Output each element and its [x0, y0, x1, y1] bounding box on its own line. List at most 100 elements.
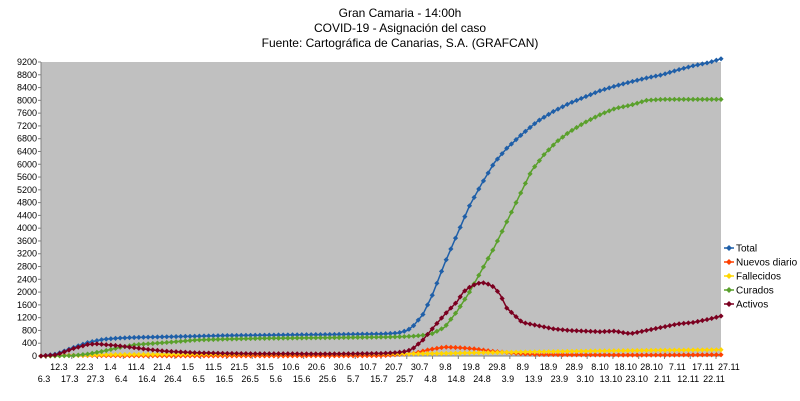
- legend: Total Nuevos diario Fallecidos Curados Activ…: [724, 244, 798, 311]
- x-tick-label-lower: 24.8: [473, 374, 491, 384]
- series-point: [131, 351, 137, 358]
- series-point: [569, 327, 575, 334]
- y-tick-label: 8400: [17, 83, 37, 93]
- series-point: [415, 351, 421, 357]
- series-point: [140, 346, 147, 352]
- series-point: [476, 346, 482, 353]
- series-point: [238, 332, 244, 339]
- series-point: [438, 344, 445, 351]
- series-point: [424, 351, 431, 357]
- y-tick-label: 6000: [17, 159, 37, 169]
- series-point: [383, 350, 389, 356]
- x-tick-label-upper: 12.3: [50, 362, 68, 372]
- series-point: [667, 352, 673, 358]
- series-point: [522, 128, 528, 134]
- series-point: [546, 351, 552, 358]
- y-tick-label: 1600: [17, 300, 37, 310]
- series-point: [508, 209, 515, 215]
- series-point: [592, 348, 598, 354]
- series-point: [359, 351, 365, 357]
- x-tick-label-lower: 15.6: [293, 374, 311, 384]
- series-point: [550, 351, 556, 358]
- series-point: [168, 351, 175, 357]
- series-point: [94, 349, 100, 355]
- series-point: [587, 328, 594, 334]
- series-point: [648, 74, 654, 80]
- series-point: [457, 303, 463, 310]
- series-point: [285, 351, 291, 357]
- series-point: [709, 347, 715, 353]
- x-tick-label-lower: 2.11: [654, 374, 671, 384]
- series-point: [527, 171, 533, 177]
- series-point: [662, 71, 668, 77]
- series-point: [536, 349, 542, 355]
- series-point: [615, 329, 622, 335]
- series-point: [192, 337, 198, 343]
- series-point: [252, 335, 258, 342]
- series-point: [131, 342, 137, 348]
- series-point: [690, 319, 696, 326]
- series-point: [215, 336, 221, 342]
- y-tick-label: 8800: [17, 70, 37, 80]
- series-point: [196, 350, 202, 356]
- series-point: [443, 257, 449, 263]
- series-point: [555, 348, 561, 355]
- series-point: [331, 351, 338, 357]
- series-point: [704, 347, 710, 353]
- series-point: [243, 336, 249, 342]
- series-point: [131, 334, 137, 341]
- series-total: [38, 56, 724, 359]
- series-point: [532, 322, 538, 328]
- series-point: [615, 352, 622, 358]
- series-point: [569, 99, 575, 105]
- series-point: [653, 325, 659, 332]
- series-point: [327, 331, 333, 338]
- x-tick-label-lower: 5.6: [270, 374, 283, 384]
- series-point: [275, 332, 282, 338]
- series-point: [145, 341, 151, 347]
- y-tick-label: 3200: [17, 249, 37, 259]
- series-point: [718, 56, 724, 62]
- series-point: [247, 335, 254, 342]
- x-tick-label-lower: 26.4: [164, 374, 182, 384]
- x-tick-label-lower: 22.11: [703, 374, 725, 384]
- series-point: [695, 62, 701, 68]
- series-point: [350, 331, 356, 337]
- series-point: [592, 114, 598, 120]
- series-point: [671, 322, 678, 328]
- series-point: [448, 246, 454, 252]
- series-point: [313, 351, 319, 357]
- series-point: [597, 348, 603, 354]
- series-point: [112, 352, 119, 358]
- series-point: [480, 264, 487, 270]
- y-tick-label: 7600: [17, 108, 37, 118]
- series-point: [713, 57, 719, 63]
- series-point: [336, 351, 342, 357]
- series-point: [317, 331, 324, 338]
- x-tick-label-upper: 28.10: [640, 362, 663, 372]
- series-point: [471, 282, 477, 288]
- series-point: [192, 333, 198, 339]
- x-tick-label-upper: 28.9: [566, 362, 584, 372]
- series-point: [289, 332, 296, 338]
- series-point: [392, 334, 398, 340]
- series-point: [532, 349, 538, 355]
- series-point: [713, 96, 719, 102]
- series-point: [597, 352, 603, 358]
- series-point: [355, 334, 361, 341]
- series-point: [140, 334, 147, 340]
- series-point: [639, 99, 645, 105]
- y-tick-label: 2800: [17, 262, 37, 272]
- series-point: [587, 348, 594, 354]
- series-point: [522, 349, 528, 355]
- series-point: [662, 347, 668, 353]
- series-point: [527, 124, 533, 131]
- series-point: [392, 350, 398, 356]
- series-point: [285, 335, 291, 341]
- x-tick-label-upper: 8.10: [591, 362, 609, 372]
- series-point: [657, 352, 664, 358]
- series-point: [541, 114, 547, 120]
- series-point: [229, 350, 235, 357]
- series-point: [709, 59, 715, 65]
- series-point: [676, 347, 682, 353]
